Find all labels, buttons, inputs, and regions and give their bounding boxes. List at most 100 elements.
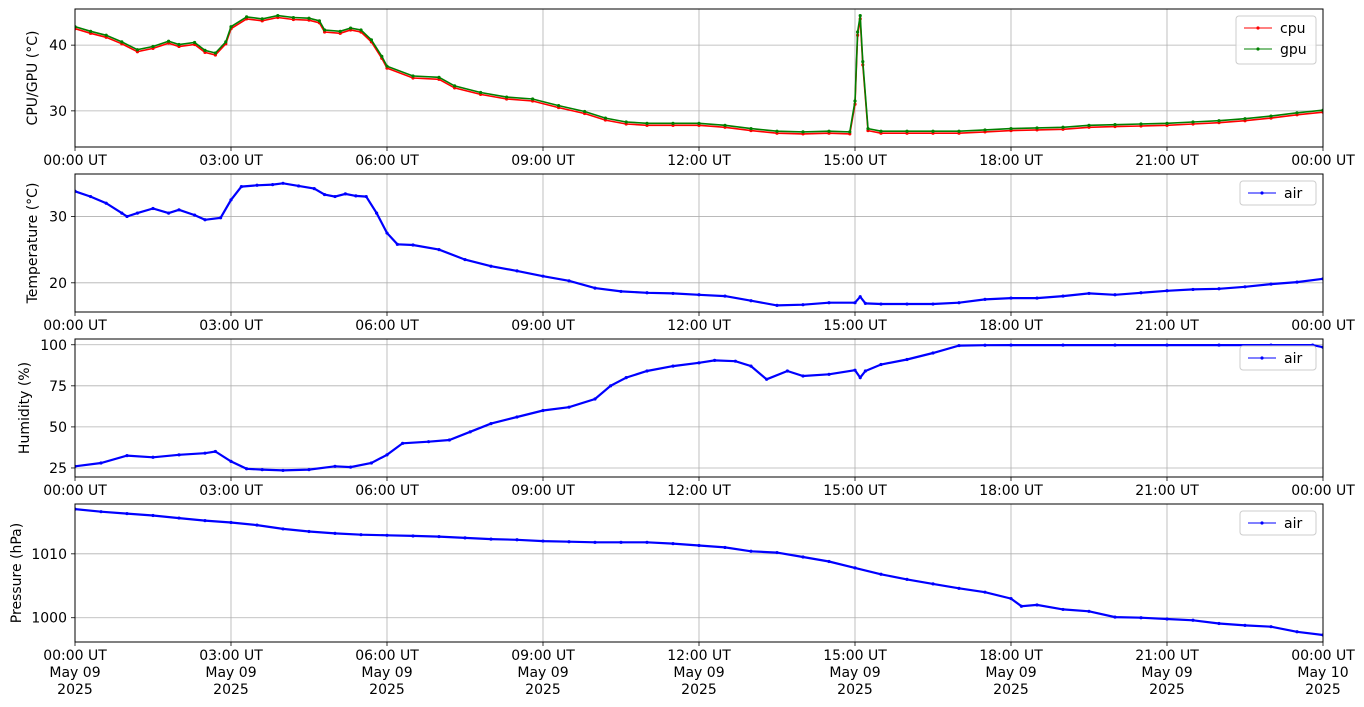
panel-3: 00:00 UT 03:00 UT 06:00 UT 09:00 UT 12:00 UT… xyxy=(17,338,1355,499)
data-point-air xyxy=(447,438,451,442)
data-point-air xyxy=(723,545,727,550)
data-point-air xyxy=(983,343,987,347)
data-point-air xyxy=(229,459,233,463)
data-point-gpu xyxy=(167,39,171,43)
data-point-gpu xyxy=(905,129,909,133)
data-point-air xyxy=(1217,343,1221,347)
data-point-air xyxy=(1061,343,1065,347)
data-point-gpu xyxy=(359,28,363,32)
y-tick-label: 20 xyxy=(49,276,67,292)
data-point-air xyxy=(765,377,769,381)
data-point-gpu xyxy=(1217,119,1221,123)
data-point-gpu xyxy=(1139,122,1143,126)
x-tick-label: 03:00 UT xyxy=(199,483,263,499)
data-point-gpu xyxy=(380,54,384,58)
data-point-gpu xyxy=(437,75,441,79)
y-tick-label: 25 xyxy=(49,461,67,477)
legend-label-cpu: cpu xyxy=(1280,21,1305,37)
data-point-air xyxy=(125,214,129,219)
data-point-gpu xyxy=(853,99,857,103)
y-tick-label: 1000 xyxy=(31,611,67,627)
x-tick-label: 09:00 UT xyxy=(511,483,575,499)
panel-1: 00:00 UT 03:00 UT 06:00 UT 09:00 UT 12:00 UT… xyxy=(25,8,1355,169)
data-point-air xyxy=(827,559,831,564)
data-point-gpu xyxy=(411,74,415,78)
legend-label-air: air xyxy=(1284,516,1302,532)
data-point-air xyxy=(135,211,139,215)
data-point-air xyxy=(1243,623,1247,627)
data-point-air xyxy=(619,540,623,544)
data-point-gpu xyxy=(104,33,108,37)
x-tick-label: 15:00 UT xyxy=(823,318,887,334)
legend-label-air: air xyxy=(1284,186,1302,202)
data-point-air xyxy=(1113,615,1117,619)
data-point-air xyxy=(645,291,649,295)
data-point-air xyxy=(853,301,857,305)
data-point-gpu xyxy=(866,127,870,131)
data-point-air xyxy=(203,218,207,222)
x-tick-label: 15:00 UT xyxy=(823,648,887,664)
x-date-label: May 09 xyxy=(205,665,256,681)
series-group xyxy=(75,181,1323,307)
data-point-gpu xyxy=(135,48,139,52)
data-point-air xyxy=(281,468,285,473)
data-point-gpu xyxy=(369,38,373,42)
data-point-air xyxy=(219,216,223,220)
y-tick-label: 30 xyxy=(49,104,67,120)
x-year-label: 2025 xyxy=(837,682,873,698)
x-tick-label: 03:00 UT xyxy=(199,648,263,664)
data-point-air xyxy=(120,211,124,215)
x-year-label: 2025 xyxy=(1305,682,1341,698)
data-point-air xyxy=(489,422,493,426)
data-point-air xyxy=(427,440,431,444)
data-point-gpu xyxy=(385,64,389,68)
series-line-gpu xyxy=(75,14,1323,133)
data-point-gpu xyxy=(1035,126,1039,130)
data-point-air xyxy=(167,211,171,215)
data-point-air xyxy=(359,533,363,537)
data-point-gpu xyxy=(749,127,753,131)
data-point-air xyxy=(957,301,961,305)
y-tick-label: 40 xyxy=(49,38,67,54)
x-tick-label: 03:00 UT xyxy=(199,153,263,169)
data-point-gpu xyxy=(697,121,701,125)
data-point-gpu xyxy=(89,29,93,33)
data-point-gpu xyxy=(557,104,561,108)
data-point-air xyxy=(723,294,727,298)
data-point-air xyxy=(713,358,717,362)
series-line-air xyxy=(75,508,1323,637)
legend-marker-air xyxy=(1260,356,1264,360)
x-date-label: May 10 xyxy=(1297,665,1348,681)
data-point-gpu xyxy=(645,121,649,125)
data-point-air xyxy=(1113,343,1117,347)
data-point-air xyxy=(255,523,259,527)
data-point-air xyxy=(312,186,316,191)
x-tick-label: 00:00 UT xyxy=(1291,483,1355,499)
data-point-gpu xyxy=(276,13,280,18)
data-point-air xyxy=(385,453,389,457)
data-point-air xyxy=(125,454,129,458)
y-axis-label: Pressure (hPa) xyxy=(9,523,25,623)
data-point-air xyxy=(671,364,675,368)
data-point-gpu xyxy=(671,121,675,125)
x-date-label: May 09 xyxy=(49,665,100,681)
data-point-air xyxy=(879,572,883,576)
data-point-gpu xyxy=(957,129,961,133)
data-point-air xyxy=(203,519,207,523)
data-point-air xyxy=(401,441,405,445)
data-point-air xyxy=(323,192,327,197)
data-point-air xyxy=(775,550,779,555)
data-point-air xyxy=(271,183,275,187)
data-point-air xyxy=(858,376,862,380)
legend-box xyxy=(1239,180,1317,206)
data-point-air xyxy=(801,303,805,307)
x-tick-label: 21:00 UT xyxy=(1135,153,1199,169)
axes-frame xyxy=(74,8,1324,148)
data-point-air xyxy=(437,534,441,539)
x-date-label: May 09 xyxy=(1141,665,1192,681)
data-point-air xyxy=(515,538,519,542)
data-point-air xyxy=(333,531,337,535)
data-point-air xyxy=(879,362,883,367)
data-point-gpu xyxy=(801,130,805,134)
